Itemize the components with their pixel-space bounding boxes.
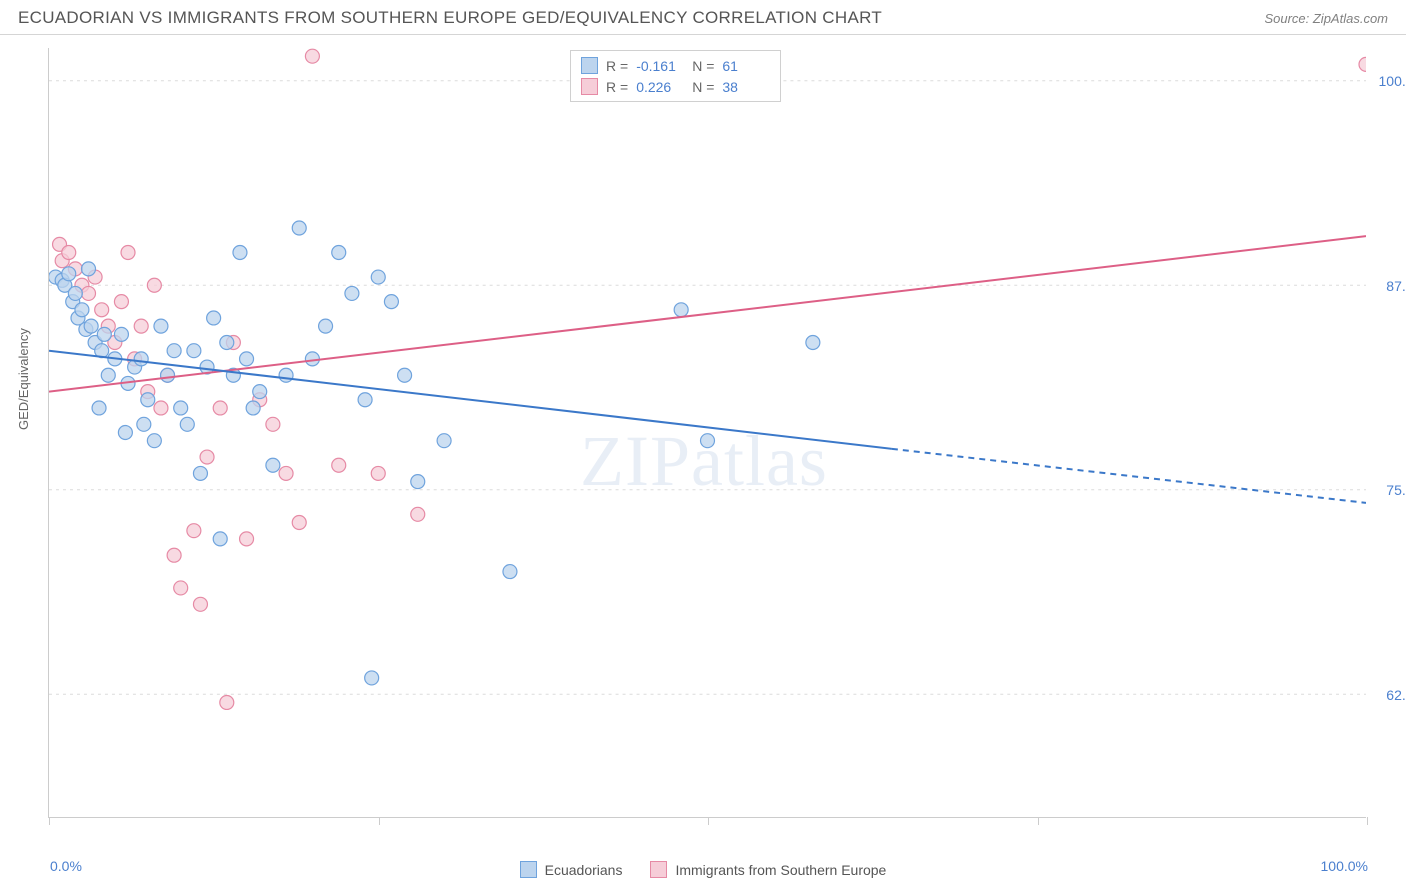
x-axis-tick — [1038, 817, 1039, 825]
legend-item-b: Immigrants from Southern Europe — [650, 861, 886, 878]
y-axis-tick-label: 75.0% — [1386, 482, 1406, 498]
swatch-series-b — [581, 78, 598, 95]
stat-n-a: 61 — [722, 58, 770, 74]
legend: Ecuadorians Immigrants from Southern Eur… — [0, 861, 1406, 878]
x-axis-tick — [49, 817, 50, 825]
legend-item-a: Ecuadorians — [520, 861, 623, 878]
stat-n-label: N = — [692, 58, 714, 74]
stat-r-b: 0.226 — [636, 79, 684, 95]
legend-label-b: Immigrants from Southern Europe — [675, 862, 886, 878]
stats-row-b: R = 0.226 N = 38 — [581, 76, 770, 97]
correlation-stats-box: R = -0.161 N = 61 R = 0.226 N = 38 — [570, 50, 781, 102]
stat-n-b: 38 — [722, 79, 770, 95]
x-axis-tick — [1367, 817, 1368, 825]
stat-n-label: N = — [692, 79, 714, 95]
stat-r-a: -0.161 — [636, 58, 684, 74]
stat-r-label: R = — [606, 79, 628, 95]
stat-r-label: R = — [606, 58, 628, 74]
y-axis-label: GED/Equivalency — [16, 328, 31, 430]
y-axis-tick-label: 100.0% — [1379, 73, 1406, 89]
swatch-series-a — [520, 861, 537, 878]
stats-row-a: R = -0.161 N = 61 — [581, 55, 770, 76]
swatch-series-a — [581, 57, 598, 74]
x-axis-tick — [379, 817, 380, 825]
x-axis-min-label: 0.0% — [50, 858, 82, 874]
x-axis-max-label: 100.0% — [1321, 858, 1368, 874]
y-axis-tick-label: 87.5% — [1386, 278, 1406, 294]
plot-area: 62.5%75.0%87.5%100.0% — [48, 48, 1366, 818]
source-attribution: Source: ZipAtlas.com — [1264, 11, 1388, 26]
chart-title: ECUADORIAN VS IMMIGRANTS FROM SOUTHERN E… — [18, 8, 882, 28]
swatch-series-b — [650, 861, 667, 878]
y-axis-tick-label: 62.5% — [1386, 687, 1406, 703]
x-axis-tick — [708, 817, 709, 825]
scatter-svg — [49, 48, 1366, 817]
legend-label-a: Ecuadorians — [545, 862, 623, 878]
chart-header: ECUADORIAN VS IMMIGRANTS FROM SOUTHERN E… — [0, 0, 1406, 35]
